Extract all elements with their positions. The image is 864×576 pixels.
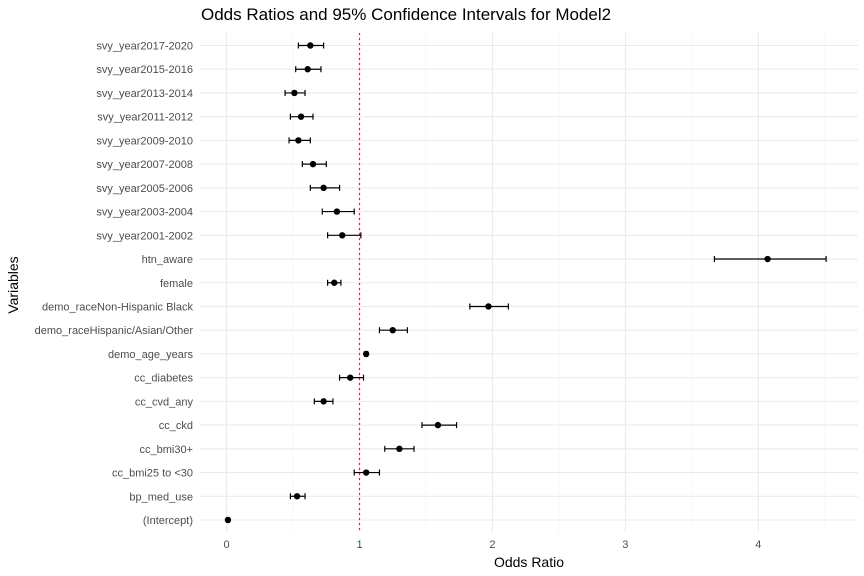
odds-ratio-point [291,89,298,97]
forest-row-18 [384,445,415,453]
odds-ratio-point [331,279,338,286]
y-tick-label: svy_year2005-2006 [96,183,193,195]
forest-row-5 [288,137,311,144]
forest-row-2 [295,66,322,73]
y-tick-label: svy_year2017-2020 [96,41,193,53]
forest-row-12 [469,303,509,310]
y-tick-label: bp_med_use [129,491,193,503]
forest-row-16 [313,398,334,405]
odds-ratio-point [362,469,370,476]
y-tick-label: cc_ckd [159,420,193,432]
forest-row-11 [327,279,342,286]
odds-ratio-point [434,421,442,429]
y-tick-label: demo_raceHispanic/Asian/Other [35,325,194,337]
y-tick-label: (Intercept) [143,515,193,527]
y-tick-label: cc_cvd_any [135,396,194,408]
y-tick-label: cc_bmi25 to <30 [112,468,193,480]
odds-ratio-point [339,232,346,239]
x-tick-label: 1 [356,539,362,551]
odds-ratio-point [297,113,305,120]
odds-ratio-point [396,445,403,453]
odds-ratio-point [764,255,771,263]
y-tick-label: svy_year2007-2008 [96,159,193,171]
y-axis-tick-labels: svy_year2017-2020 svy_year2015-2016 svy_ye… [35,41,194,528]
chart-title: Odds Ratios and 95% Confidence Intervals… [201,5,611,24]
y-tick-label: htn_aware [142,254,193,266]
odds-ratio-point [309,160,317,168]
odds-ratio-point [347,374,354,381]
forest-row-21 [224,516,232,524]
y-tick-label: cc_bmi30+ [139,444,193,456]
y-axis-title: Variables [5,256,21,313]
forest-row-17 [421,421,458,429]
odds-ratio-point [307,42,314,49]
odds-ratio-point [389,327,396,334]
x-tick-label: 0 [224,539,230,551]
odds-ratio-point [333,208,341,215]
y-tick-label: svy_year2011-2012 [97,112,193,124]
y-tick-label: svy_year2013-2014 [96,88,193,100]
forest-row-13 [378,327,408,334]
odds-ratio-point [362,350,370,358]
y-tick-label: svy_year2009-2010 [96,135,193,147]
x-tick-label: 3 [622,539,628,551]
x-tick-label: 2 [489,539,495,551]
y-tick-label: demo_age_years [108,349,194,361]
forest-row-1 [297,42,325,49]
odds-ratio-point [295,137,302,144]
y-tick-label: female [160,278,193,290]
x-axis-tick-labels: 0 1 2 3 4 [224,539,762,551]
y-tick-label: svy_year2003-2004 [96,207,193,219]
forest-row-7 [309,184,341,192]
y-tick-label: demo_raceNon-Hispanic Black [42,301,194,313]
forest-row-20 [289,493,306,500]
y-tick-label: svy_year2001-2002 [96,230,193,242]
odds-ratio-point [224,516,232,524]
odds-ratio-point [485,303,492,310]
y-tick-label: svy_year2015-2016 [96,64,193,76]
odds-ratio-point [320,184,327,192]
y-tick-label: cc_diabetes [134,373,193,385]
forest-row-10 [713,255,827,263]
forest-row-15 [338,374,365,381]
forest-row-4 [289,113,314,120]
forest-row-3 [284,89,306,97]
x-axis-title: Odds Ratio [494,554,564,570]
forest-row-14 [362,350,370,358]
plot-marks [224,42,827,524]
forest-row-9 [327,232,362,239]
forest-row-6 [301,160,327,168]
odds-ratio-point [320,398,327,405]
forest-row-19 [353,469,381,476]
forest-row-8 [321,208,355,215]
odds-ratio-point [304,66,311,73]
odds-ratio-point [293,493,301,500]
x-tick-label: 4 [755,539,761,551]
